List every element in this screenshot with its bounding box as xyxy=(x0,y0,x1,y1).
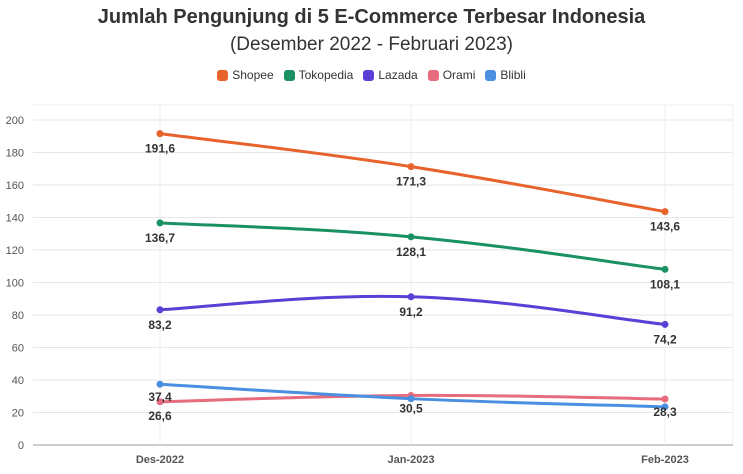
data-label-orami: 26,6 xyxy=(148,409,172,423)
y-tick-label: 100 xyxy=(6,278,24,290)
y-tick-label: 0 xyxy=(18,440,24,452)
data-label-orami: 30,5 xyxy=(399,401,423,415)
data-point-tokopedia xyxy=(156,219,164,227)
legend-label-orami: Orami xyxy=(442,68,476,82)
chart-subtitle: (Desember 2022 - Februari 2023) xyxy=(229,34,514,55)
y-tick-label: 140 xyxy=(6,213,24,225)
data-point-blibli xyxy=(407,395,415,403)
data-point-shopee xyxy=(156,130,164,138)
data-point-lazada xyxy=(661,320,669,328)
y-tick-label: 180 xyxy=(6,148,24,160)
legend-label-tokopedia: Tokopedia xyxy=(298,68,354,82)
legend-item-shopee[interactable]: Shopee xyxy=(217,68,274,82)
data-point-tokopedia xyxy=(661,265,669,273)
legend-swatch-shopee xyxy=(217,69,229,81)
data-label-tokopedia: 128,1 xyxy=(396,245,426,259)
y-tick-label: 120 xyxy=(6,245,24,257)
legend-label-shopee: Shopee xyxy=(232,68,274,82)
data-point-shopee xyxy=(661,208,669,216)
data-point-blibli xyxy=(156,380,164,388)
data-label-tokopedia: 108,1 xyxy=(650,277,680,291)
x-tick-label: Des-2022 xyxy=(136,454,184,466)
y-tick-label: 20 xyxy=(12,408,24,420)
series-line-shopee xyxy=(158,132,667,214)
data-point-blibli xyxy=(661,403,669,411)
data-label-shopee: 171,3 xyxy=(396,175,426,189)
legend-swatch-orami xyxy=(427,69,439,81)
y-tick-label: 40 xyxy=(12,375,24,387)
legend-swatch-tokopedia xyxy=(283,69,295,81)
legend-item-lazada[interactable]: Lazada xyxy=(363,68,418,82)
x-tick-label: Feb-2023 xyxy=(641,454,689,466)
data-point-lazada xyxy=(407,293,415,301)
legend-item-blibli[interactable]: Blibli xyxy=(485,68,526,82)
data-point-lazada xyxy=(156,306,164,314)
data-label-lazada: 83,2 xyxy=(148,318,172,332)
data-point-orami xyxy=(156,398,164,406)
data-label-orami: 28,3 xyxy=(653,405,677,419)
legend-item-tokopedia[interactable]: Tokopedia xyxy=(283,68,354,82)
legend-swatch-blibli xyxy=(485,69,497,81)
y-tick-label: 60 xyxy=(12,343,24,355)
legend-label-blibli: Blibli xyxy=(500,68,526,82)
data-point-shopee xyxy=(407,163,415,171)
y-tick-label: 80 xyxy=(12,310,24,322)
data-label-lazada: 91,2 xyxy=(399,305,423,319)
data-point-orami xyxy=(661,395,669,403)
legend-swatch-lazada xyxy=(363,69,375,81)
legend-item-orami[interactable]: Orami xyxy=(427,68,476,82)
data-label-blibli: 37,4 xyxy=(148,390,172,404)
chart-title: Jumlah Pengunjung di 5 E-Commerce Terbes… xyxy=(97,6,646,28)
chart-legend: Shopee Tokopedia Lazada Orami Blibli xyxy=(0,68,743,82)
y-tick-label: 160 xyxy=(6,180,24,192)
data-label-shopee: 191,6 xyxy=(145,142,175,156)
data-point-tokopedia xyxy=(407,233,415,241)
legend-label-lazada: Lazada xyxy=(378,68,418,82)
x-tick-label: Jan-2023 xyxy=(387,454,434,466)
data-label-shopee: 143,6 xyxy=(650,220,680,234)
data-label-tokopedia: 136,7 xyxy=(145,231,175,245)
data-label-lazada: 74,2 xyxy=(653,332,677,346)
y-tick-label: 200 xyxy=(6,115,24,127)
